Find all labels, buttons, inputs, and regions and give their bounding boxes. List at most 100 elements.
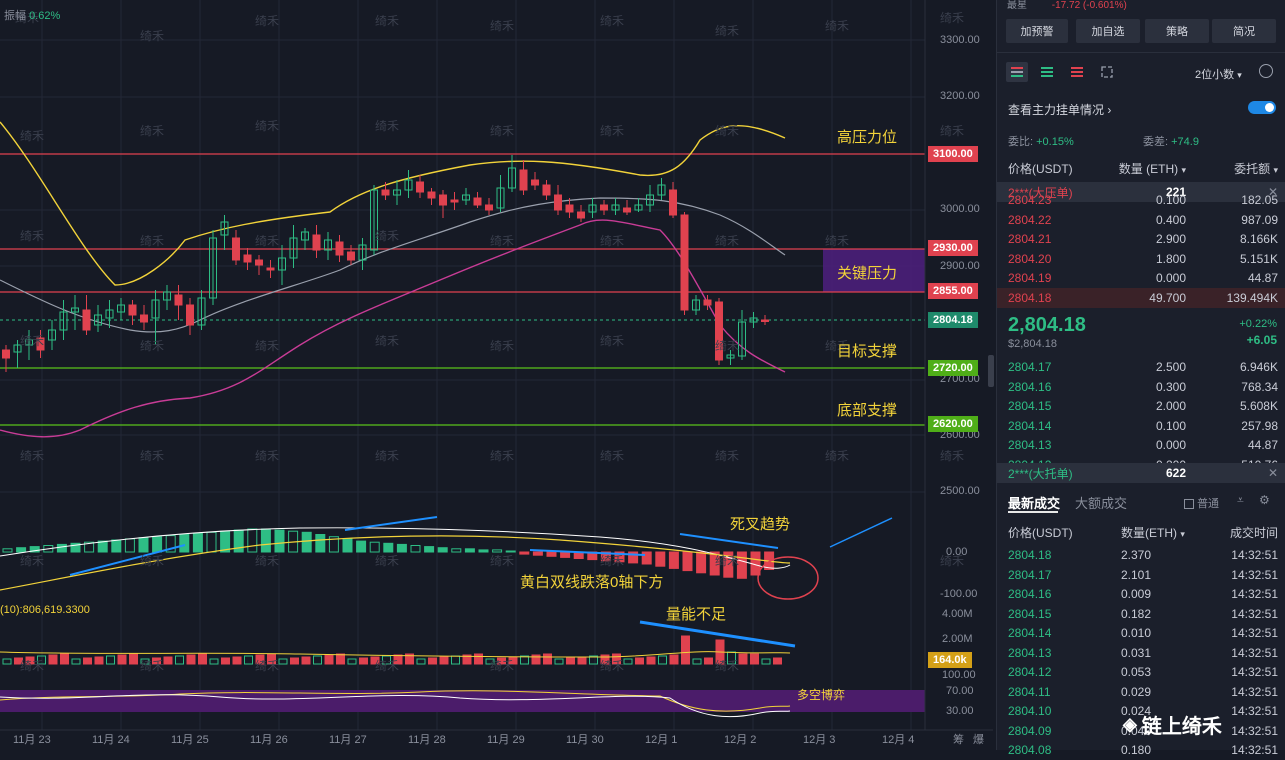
big-ask-row[interactable]: 2***(大压单) 221 ✕ (997, 182, 1285, 202)
filter-icon[interactable]: ⩡ (1237, 493, 1244, 507)
candle-body (347, 251, 355, 261)
watermark-text: 绮禾 (255, 119, 279, 133)
macd-bar (696, 551, 707, 574)
volume-bar (497, 657, 506, 665)
ask-row[interactable]: 2804.20 1.800 5.151K (997, 249, 1285, 269)
ask-total: 139.494K (1226, 290, 1278, 305)
big-bid-row[interactable]: 2***(大托单) 622 ✕ (997, 463, 1285, 483)
total-header[interactable]: 委托额 ▾ (1234, 160, 1278, 177)
candle-body (94, 314, 102, 326)
arrow-1 (69, 544, 186, 576)
trade-row: 2804.10 0.024 14:32:51 (997, 701, 1285, 721)
watermark-text: 绮禾 (375, 14, 399, 28)
price-axis-label: 3200.00 (940, 90, 980, 102)
asks-only-view-icon[interactable] (1071, 65, 1083, 83)
panel-resize-handle[interactable] (988, 355, 994, 387)
close-icon[interactable]: ✕ (1267, 185, 1278, 199)
macd-bar (709, 551, 720, 576)
trade-row: 2804.15 0.182 14:32:51 (997, 604, 1285, 624)
candle-body (577, 211, 585, 219)
osc-axis-label: 30.00 (946, 705, 974, 717)
add-watchlist-button[interactable]: 加自选 (1076, 19, 1140, 43)
candle-body (749, 317, 758, 323)
bid-row[interactable]: 2804.14 0.100 257.98 (997, 416, 1285, 436)
watermark-text: 绮禾 (375, 659, 399, 673)
ask-row[interactable]: 2804.19 0.000 44.87 (997, 268, 1285, 288)
bid-row[interactable]: 2804.16 0.300 768.34 (997, 377, 1285, 397)
volume-bar (232, 656, 242, 665)
trade-row: 2804.16 0.009 14:32:51 (997, 584, 1285, 604)
macd-bar (56, 543, 67, 553)
tab-latest-trades[interactable]: 最新成交 (1008, 496, 1061, 511)
caret-down-icon: ▾ (1180, 528, 1185, 539)
volume-bar (750, 653, 759, 665)
candle-body (680, 214, 689, 311)
close-icon[interactable]: ✕ (1267, 466, 1278, 480)
volume-bar (37, 655, 46, 665)
candle-body (542, 184, 551, 196)
macd-bar (655, 551, 666, 567)
volume-bar (359, 657, 368, 665)
checkbox-icon[interactable] (1184, 499, 1194, 510)
trade-time: 14:32:51 (1231, 665, 1278, 679)
bid-total: 44.87 (1247, 438, 1278, 452)
amplitude-label: 振幅 (4, 10, 26, 22)
bid-qty: 2.500 (1155, 360, 1186, 374)
trade-header: 价格(USDT) 数量(ETH) ▾ 成交时间 (997, 522, 1285, 542)
bid-row[interactable]: 2804.15 2.000 5.608K (997, 396, 1285, 416)
volume-bar (301, 656, 311, 665)
depth-toggle[interactable] (1248, 101, 1276, 114)
liquidation-button[interactable]: 爆 (973, 734, 984, 746)
macd-bar (2, 548, 13, 553)
chart-area[interactable]: 绮禾 绮禾 绮禾 绮禾 绮禾 绮禾 绮禾 绮禾 绮禾 绮禾 绮禾 绮禾 绮禾 绮禾 绮禾 绮禾 绮禾 绮禾 绮禾 绮禾… (0, 0, 994, 750)
volume-bar (451, 655, 460, 665)
both-sides-view-icon[interactable] (1006, 62, 1028, 82)
trade-qty-header[interactable]: 数量(ETH) ▾ (1121, 524, 1185, 541)
ask-qty: 0.100 (1155, 193, 1186, 207)
add-alert-button[interactable]: 加预警 (1006, 19, 1068, 43)
volume-axis-label: 2.00M (942, 633, 973, 645)
ask-row[interactable]: 2804.22 0.400 987.09 (997, 210, 1285, 230)
strategy-button[interactable]: 策略 (1145, 19, 1209, 43)
date-label: 11月 29 (487, 734, 525, 746)
trade-qty: 0.029 (1121, 684, 1152, 699)
normal-filter[interactable]: 普通 (1184, 495, 1219, 511)
macd-bar (43, 545, 54, 553)
ask-row[interactable]: 2804.18 49.700 139.494K (997, 287, 1285, 308)
ask-row[interactable]: 2804.21 2.900 8.166K (997, 229, 1285, 249)
bid-row[interactable]: 2804.13 0.000 44.87 (997, 435, 1285, 455)
trade-time: 14:32:51 (1231, 606, 1278, 621)
candle-body (278, 257, 286, 271)
candle-body (59, 311, 68, 331)
watermark-text: 绮禾 (600, 659, 624, 673)
trade-price: 2804.09 (1008, 723, 1052, 738)
macd-bar (97, 540, 108, 553)
tab-large-trades[interactable]: 大额成交 (1075, 496, 1128, 511)
candle-body (186, 304, 194, 326)
candle-body (243, 254, 252, 263)
macd-annotation: 黄白双线跌落0轴下方 (520, 574, 664, 591)
key-resistance-bottom-tag: 2855.00 (928, 283, 978, 299)
volume-bar (566, 657, 575, 665)
candle-body (450, 199, 459, 203)
bid-row[interactable]: 2804.17 2.500 6.946K (997, 357, 1285, 377)
order-book-panel: 最星 -17.72 (-0.601%) 加预警 加自选 策略 简况 2位小数 ▾… (996, 0, 1285, 757)
ask-row[interactable]: 2804.23 0.100 182.05 (997, 190, 1285, 210)
depth-title[interactable]: 查看主力挂单情况 › (1008, 101, 1111, 118)
bids-only-view-icon[interactable] (1041, 65, 1053, 83)
overview-button[interactable]: 简况 (1212, 19, 1276, 43)
total-header-text: 委托额 (1234, 161, 1271, 176)
precision-select[interactable]: 2位小数 ▾ (1195, 66, 1242, 82)
trade-price-header: 价格(USDT) (1008, 525, 1073, 540)
last-change-pct: +0.22% (1239, 318, 1277, 330)
settings-icon[interactable] (1259, 64, 1273, 78)
chip-distribution-button[interactable]: 筹 (953, 734, 964, 746)
settings-icon[interactable]: ⚙ (1259, 493, 1270, 507)
qty-header[interactable]: 数量 (ETH) ▾ (1119, 160, 1186, 177)
expand-view-icon[interactable] (1101, 65, 1113, 83)
trade-qty: 2.370 (1121, 548, 1152, 562)
watermark-text: 绮禾 (255, 554, 279, 568)
macd-bar (437, 547, 448, 553)
ask-total: 8.166K (1239, 232, 1278, 246)
